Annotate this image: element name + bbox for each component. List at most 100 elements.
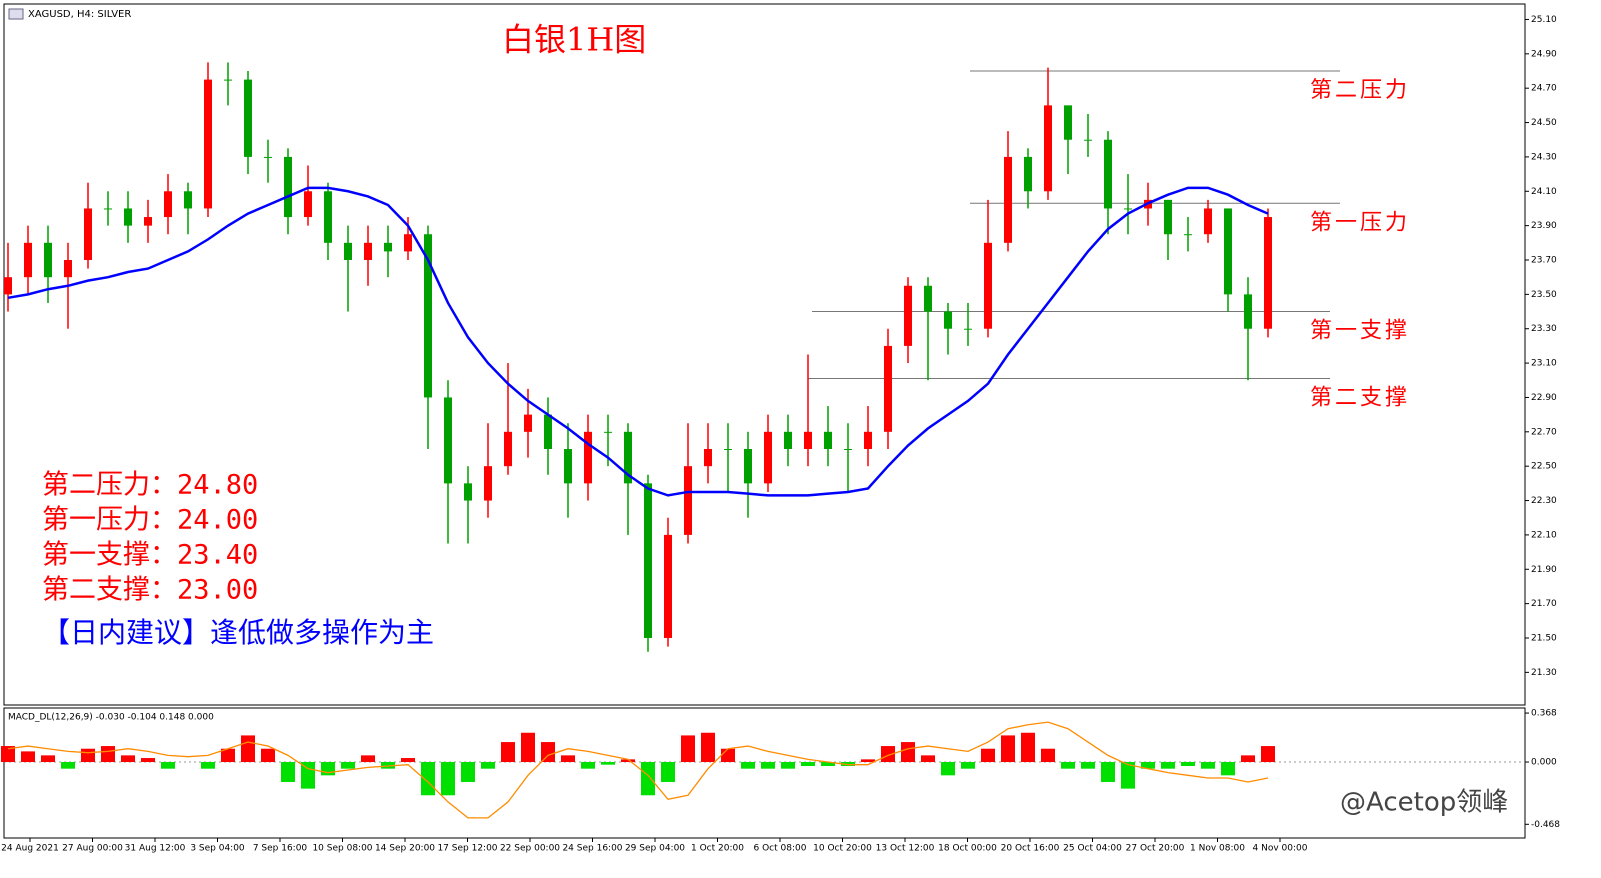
candle-body <box>584 431 592 484</box>
candle-body <box>1164 199 1172 235</box>
macd-bar <box>361 755 375 763</box>
macd-bar <box>841 762 855 767</box>
y-tick-label: 24.90 <box>1531 49 1557 59</box>
macd-bar <box>1041 748 1055 763</box>
candle-body <box>104 208 112 210</box>
y-tick-label: 22.70 <box>1531 427 1557 437</box>
candle-body <box>164 191 172 218</box>
x-tick-label: 14 Sep 20:00 <box>375 844 435 854</box>
x-tick-label: 1 Oct 20:00 <box>691 844 744 854</box>
candle-body <box>844 448 852 450</box>
candle-body <box>344 242 352 261</box>
macd-bar <box>581 762 595 769</box>
macd-frame <box>3 707 1526 839</box>
candle-body <box>664 534 672 638</box>
x-tick-label: 24 Sep 16:00 <box>562 844 622 854</box>
candle-body <box>204 79 212 209</box>
macd-bar <box>21 751 35 763</box>
macd-bar <box>501 742 515 763</box>
y-tick-label: 21.30 <box>1531 668 1557 678</box>
candle-body <box>744 448 752 484</box>
macd-bar <box>61 762 75 769</box>
signal-line <box>7 721 1269 819</box>
candle-body <box>524 414 532 432</box>
candle-body <box>1124 208 1132 210</box>
macd-bar <box>461 762 475 782</box>
candle-body <box>604 431 612 433</box>
macd-bar <box>161 762 175 769</box>
candle-body <box>624 431 632 484</box>
candle-body <box>124 208 132 226</box>
candle-body <box>384 242 392 252</box>
candle-body <box>964 328 972 330</box>
x-tick-label: 7 Sep 16:00 <box>253 844 308 854</box>
macd-bar <box>1161 762 1175 769</box>
x-tick-label: 6 Oct 08:00 <box>754 844 807 854</box>
candle-body <box>944 311 952 329</box>
macd-bar <box>1201 762 1215 769</box>
macd-bar <box>1021 732 1035 763</box>
y-tick-label: 24.50 <box>1531 118 1557 128</box>
level-note: 第一支撑：23.40 <box>42 540 258 571</box>
candle-body <box>644 483 652 638</box>
x-tick-label: 18 Oct 00:00 <box>938 844 997 854</box>
candle-body <box>864 431 872 449</box>
macd-bar <box>621 759 635 763</box>
y-tick-label: 21.70 <box>1531 599 1557 609</box>
macd-bar <box>521 732 535 763</box>
macd-bar <box>481 762 495 769</box>
macd-bar <box>1261 746 1275 763</box>
advice: 【日内建议】逢低做多操作为主 <box>42 616 434 649</box>
macd-bar <box>961 762 975 769</box>
macd-bar <box>741 762 755 769</box>
y-tick-label: 0.368 <box>1531 709 1557 719</box>
candle-body <box>64 260 72 278</box>
macd-bar <box>941 762 955 776</box>
y-tick-label: 22.10 <box>1531 530 1557 540</box>
candle-body <box>484 466 492 501</box>
macd-bar <box>421 762 435 796</box>
macd-bar <box>1241 755 1255 763</box>
macd-bar <box>41 755 55 763</box>
macd-bar <box>701 732 715 763</box>
x-tick-label: 1 Nov 08:00 <box>1190 844 1245 854</box>
y-tick-label: 21.50 <box>1531 633 1557 643</box>
macd-bar <box>1101 762 1115 782</box>
candle-body <box>404 234 412 252</box>
candle-body <box>1204 208 1212 235</box>
macd-bar <box>881 746 895 763</box>
level-note: 第二压力：24.80 <box>42 470 258 501</box>
y-tick-label: 23.70 <box>1531 256 1557 266</box>
candle-body <box>704 448 712 467</box>
level-note: 第二支撑：23.00 <box>42 575 258 606</box>
candle-body <box>984 242 992 329</box>
macd-bar <box>1001 735 1015 763</box>
level-label: 第二压力 <box>1310 78 1410 103</box>
candle-body <box>244 79 252 157</box>
macd-bar <box>681 735 695 763</box>
candle-body <box>884 345 892 432</box>
macd-bar <box>121 755 135 763</box>
candle-body <box>444 397 452 484</box>
macd-bar <box>301 762 315 789</box>
macd-bar <box>661 762 675 782</box>
macd-bar <box>141 758 155 763</box>
x-tick-label: 3 Sep 04:00 <box>190 844 245 854</box>
y-tick-label: 22.50 <box>1531 462 1557 472</box>
macd-bar <box>861 759 875 763</box>
y-tick-label: 22.90 <box>1531 393 1557 403</box>
macd-bar <box>221 748 235 763</box>
x-tick-label: 29 Sep 04:00 <box>625 844 685 854</box>
macd-bar <box>1181 762 1195 767</box>
y-tick-label: 23.90 <box>1531 221 1557 231</box>
ma-line <box>7 186 1269 497</box>
macd-bar <box>761 762 775 769</box>
watermark: @Acetop领峰 <box>1340 788 1508 818</box>
x-tick-label: 25 Oct 04:00 <box>1063 844 1122 854</box>
x-tick-label: 27 Aug 00:00 <box>62 844 123 854</box>
candle-body <box>504 431 512 467</box>
level-label: 第一支撑 <box>1310 319 1410 344</box>
x-tick-label: 4 Nov 00:00 <box>1253 844 1308 854</box>
candle-body <box>544 414 552 449</box>
